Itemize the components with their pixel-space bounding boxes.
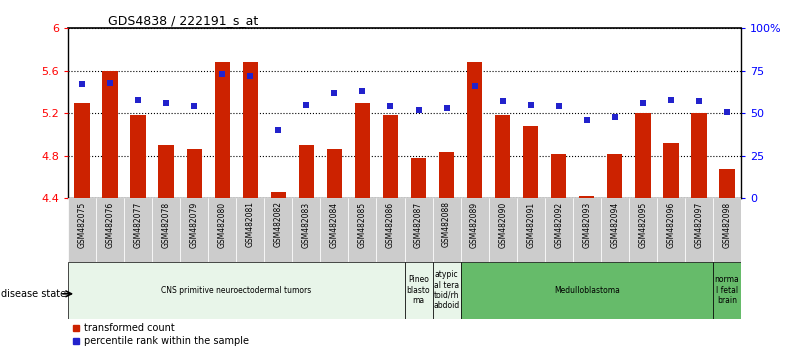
Bar — [635, 113, 650, 198]
Text: GSM482093: GSM482093 — [582, 201, 591, 248]
Bar — [495, 115, 510, 198]
Bar — [551, 154, 566, 198]
Bar — [292, 198, 320, 262]
Text: Pineo
blasto
ma: Pineo blasto ma — [407, 275, 430, 305]
Bar — [607, 154, 622, 198]
Bar — [376, 198, 405, 262]
Text: GSM482087: GSM482087 — [414, 201, 423, 247]
Bar — [124, 198, 152, 262]
Text: GSM482082: GSM482082 — [274, 201, 283, 247]
Bar — [657, 198, 685, 262]
Bar — [131, 115, 146, 198]
Text: GSM482091: GSM482091 — [526, 201, 535, 247]
Bar — [713, 198, 741, 262]
Bar — [629, 198, 657, 262]
Text: GSM482077: GSM482077 — [134, 201, 143, 248]
Bar — [96, 198, 124, 262]
Text: norma
l fetal
brain: norma l fetal brain — [714, 275, 739, 305]
Bar — [68, 262, 405, 319]
Bar — [685, 198, 713, 262]
Bar — [433, 198, 461, 262]
Bar — [601, 198, 629, 262]
Text: GSM482097: GSM482097 — [694, 201, 703, 248]
Bar — [215, 62, 230, 198]
Text: CNS primitive neuroectodermal tumors: CNS primitive neuroectodermal tumors — [161, 286, 312, 295]
Text: GSM482098: GSM482098 — [723, 201, 731, 247]
Bar — [327, 149, 342, 198]
Bar — [103, 71, 118, 198]
Text: GSM482083: GSM482083 — [302, 201, 311, 247]
Bar — [411, 158, 426, 198]
Text: disease state: disease state — [1, 289, 66, 299]
Bar — [264, 198, 292, 262]
Bar — [461, 198, 489, 262]
Bar — [74, 103, 90, 198]
Text: GSM482084: GSM482084 — [330, 201, 339, 247]
Bar — [236, 198, 264, 262]
Text: GSM482081: GSM482081 — [246, 201, 255, 247]
Bar — [719, 169, 735, 198]
Bar — [355, 103, 370, 198]
Text: GSM482075: GSM482075 — [78, 201, 87, 248]
Bar — [489, 198, 517, 262]
Bar — [299, 145, 314, 198]
Bar — [405, 262, 433, 319]
Text: GSM482086: GSM482086 — [386, 201, 395, 247]
Bar — [573, 198, 601, 262]
Bar — [713, 262, 741, 319]
Bar — [545, 198, 573, 262]
Bar — [439, 152, 454, 198]
Text: GSM482076: GSM482076 — [106, 201, 115, 248]
Text: Medulloblastoma: Medulloblastoma — [553, 286, 620, 295]
Text: GSM482094: GSM482094 — [610, 201, 619, 248]
Bar — [180, 198, 208, 262]
Bar — [467, 62, 482, 198]
Text: GSM482079: GSM482079 — [190, 201, 199, 248]
Bar — [271, 192, 286, 198]
Bar — [517, 198, 545, 262]
Bar — [691, 113, 706, 198]
Bar — [159, 145, 174, 198]
Bar — [152, 198, 180, 262]
Bar — [523, 126, 538, 198]
Text: GSM482088: GSM482088 — [442, 201, 451, 247]
Bar — [208, 198, 236, 262]
Bar — [320, 198, 348, 262]
Text: atypic
al tera
toid/rh
abdoid: atypic al tera toid/rh abdoid — [433, 270, 460, 310]
Bar — [579, 196, 594, 198]
Text: GSM482092: GSM482092 — [554, 201, 563, 247]
Bar — [405, 198, 433, 262]
Text: GSM482089: GSM482089 — [470, 201, 479, 247]
Text: GSM482095: GSM482095 — [638, 201, 647, 248]
Text: GSM482096: GSM482096 — [666, 201, 675, 248]
Text: GSM482078: GSM482078 — [162, 201, 171, 247]
Text: GSM482085: GSM482085 — [358, 201, 367, 247]
Text: GDS4838 / 222191_s_at: GDS4838 / 222191_s_at — [108, 14, 259, 27]
Bar — [433, 262, 461, 319]
Bar — [68, 198, 96, 262]
Text: GSM482090: GSM482090 — [498, 201, 507, 248]
Bar — [383, 115, 398, 198]
Bar — [243, 62, 258, 198]
Bar — [187, 149, 202, 198]
Bar — [663, 143, 678, 198]
Bar — [348, 198, 376, 262]
Bar — [461, 262, 713, 319]
Text: GSM482080: GSM482080 — [218, 201, 227, 247]
Legend: transformed count, percentile rank within the sample: transformed count, percentile rank withi… — [73, 324, 248, 346]
